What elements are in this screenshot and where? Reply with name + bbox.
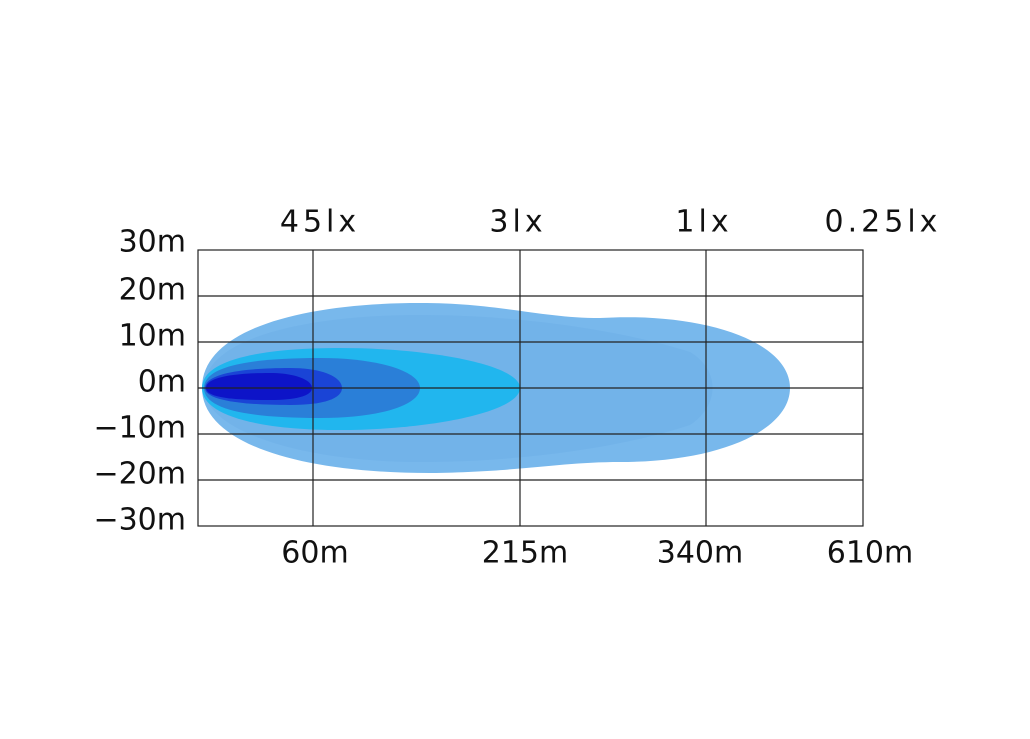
y-label: 10m bbox=[119, 319, 186, 354]
x-label: 610m bbox=[827, 536, 913, 571]
x-label: 215m bbox=[482, 536, 568, 571]
lux-label: 3lx bbox=[489, 205, 546, 240]
lux-label: 0.25lx bbox=[825, 205, 942, 240]
beam-45lx bbox=[206, 373, 312, 400]
y-label: 0m bbox=[138, 365, 186, 400]
x-label: 340m bbox=[657, 536, 743, 571]
y-label: −10m bbox=[93, 411, 186, 446]
grid bbox=[197, 249, 864, 527]
lux-label: 1lx bbox=[675, 205, 732, 240]
y-label: −20m bbox=[93, 457, 186, 492]
y-label: 20m bbox=[119, 273, 186, 308]
x-label: 60m bbox=[281, 536, 348, 571]
lux-label: 45lx bbox=[280, 205, 360, 240]
y-label: −30m bbox=[93, 503, 186, 538]
y-label: 30m bbox=[119, 225, 186, 260]
